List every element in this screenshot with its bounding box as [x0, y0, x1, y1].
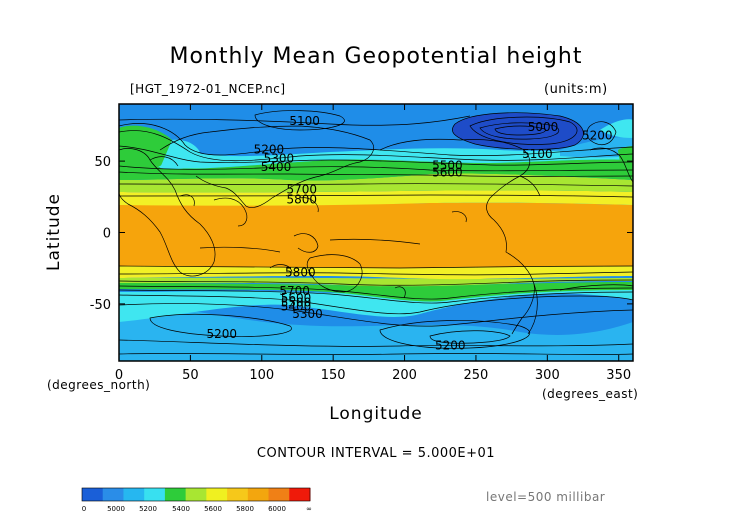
y-tick-label: 0: [103, 227, 111, 242]
colorbar-swatch: [247, 488, 270, 501]
colorbar-tick-label: 5000: [107, 505, 125, 513]
colorbar-tick-label: 0: [82, 505, 86, 513]
colorbar-swatch: [164, 488, 187, 501]
colorbar-swatch: [82, 488, 104, 501]
colorbar-swatch: [102, 488, 124, 501]
contour-label: 5300: [292, 307, 323, 321]
x-axis-title: Longitude: [329, 404, 423, 424]
y-unit-label: (degrees_north): [47, 378, 151, 392]
x-tick-label: 250: [464, 368, 489, 383]
colorbar-swatch: [268, 488, 290, 501]
colorbar-tick-label: ∞: [306, 505, 312, 513]
colorbar-tick-label: 6000: [268, 505, 286, 513]
file-label: [HGT_1972-01_NCEP.nc]: [130, 82, 286, 96]
region-east-sky: [560, 137, 633, 158]
coastlines: [119, 125, 633, 355]
contour-label: 5100: [522, 147, 553, 161]
x-tick-label: 350: [606, 368, 631, 383]
region-polar-vortex: [452, 112, 584, 150]
x-unit-label: (degrees_east): [542, 387, 639, 401]
colorbar-tick-label: 5600: [204, 505, 222, 513]
band-southern-lime: [119, 277, 633, 287]
y-axis-ticks: 50 0 -50: [90, 155, 633, 313]
region-east-cyan: [600, 119, 633, 138]
contour-label: 5400: [281, 300, 312, 314]
contour-label: 5200: [435, 338, 466, 352]
chart-title: Monthly Mean Geopotential height: [169, 44, 583, 69]
x-tick-label: 150: [321, 368, 346, 383]
contour-label: 5200: [207, 327, 238, 341]
contour-label: 5100: [289, 114, 320, 128]
colorbar-swatch: [185, 488, 207, 501]
band-tropical-orange: [119, 202, 633, 268]
x-tick-label: 300: [535, 368, 560, 383]
level-label: level=500 millibar: [486, 490, 606, 504]
band-northern-green: [119, 159, 633, 181]
colorbar-frame: [81, 487, 311, 502]
contour-label: 5200: [582, 128, 613, 142]
x-tick-label: 100: [249, 368, 274, 383]
contour-label: 5500: [432, 158, 463, 172]
colorbar-swatch: [289, 488, 311, 501]
contour-label: 5600: [432, 166, 463, 180]
x-tick-label: 50: [182, 368, 199, 383]
colorbar-swatch: [144, 488, 166, 501]
region-green-trough: [119, 125, 174, 171]
contour-lines: [119, 110, 633, 349]
colorbar-swatch: [227, 488, 249, 501]
colorbar-swatches: [81, 487, 311, 502]
colorbar-swatch: [206, 488, 228, 501]
contour-label: 5500: [281, 295, 312, 309]
units-label: (units:m): [544, 82, 608, 97]
band-southern-cyan: [119, 286, 633, 322]
band-northern-cyan: [119, 140, 633, 169]
x-tick-label: 0: [115, 368, 123, 383]
colorbar-tick-label: 5400: [172, 505, 190, 513]
contour-label: 5800: [285, 265, 316, 279]
y-tick-label: 50: [94, 155, 111, 170]
contour-label: 5200: [254, 143, 285, 157]
contour-label: 5700: [286, 183, 317, 197]
colorbar-labels: 0 5000 5200 5400 5600 5800 6000 ∞: [82, 505, 312, 513]
colorbar-swatch: [123, 488, 145, 501]
y-tick-label: -50: [90, 298, 111, 313]
x-axis-ticks: 0 50 100 150 200 250 300 350: [115, 104, 631, 383]
contour-label: 5400: [261, 160, 292, 174]
contour-label: 5800: [286, 193, 317, 207]
colorbar-tick-label: 5200: [139, 505, 157, 513]
band-northern-lime: [119, 173, 633, 193]
band-southern-green: [119, 282, 633, 302]
contour-fill-layer: 5100520053005400570058005500560050005100…: [119, 104, 633, 361]
contour-label-layer: 5100520053005400570058005500560050005100…: [207, 114, 613, 352]
contour-label: 5600: [281, 291, 312, 305]
band-northern-yellow: [119, 190, 633, 206]
contour-label: 5300: [264, 151, 295, 165]
region-cyan-trough: [160, 139, 201, 170]
colorbar-tick-label: 5800: [236, 505, 254, 513]
contour-interval: CONTOUR INTERVAL = 5.000E+01: [256, 446, 496, 461]
x-tick-label: 200: [392, 368, 417, 383]
contour-label: 5700: [279, 284, 310, 298]
contour-label: 5000: [528, 120, 559, 134]
